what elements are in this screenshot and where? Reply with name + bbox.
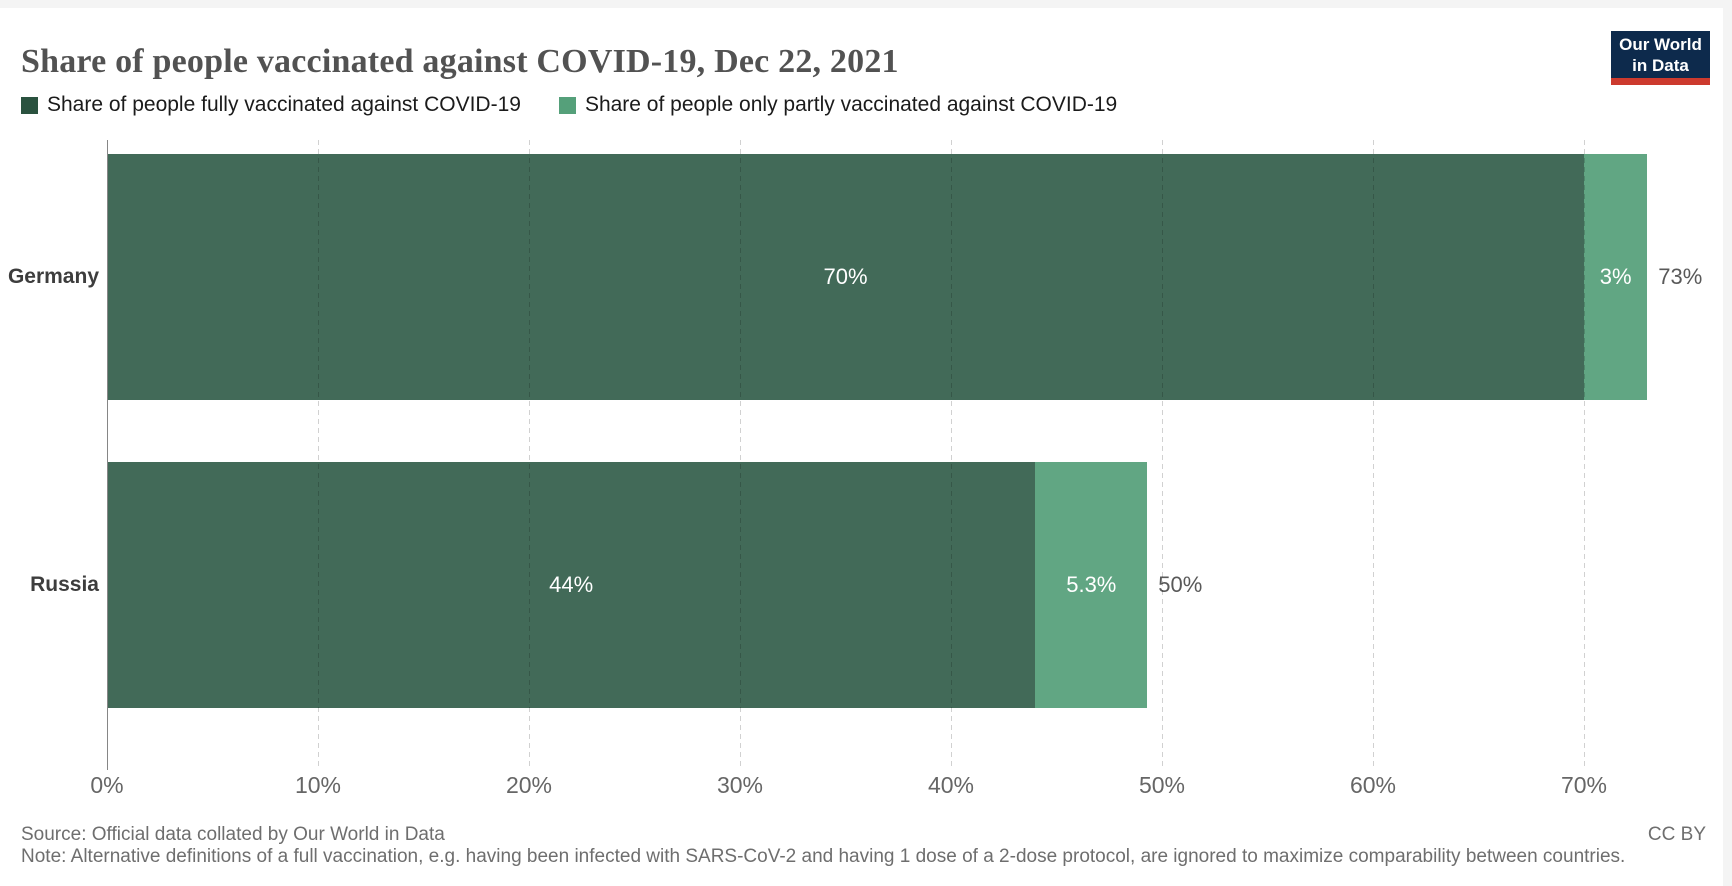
gridline (951, 140, 952, 770)
owid-logo: Our World in Data (1611, 31, 1710, 85)
note-text: Note: Alternative definitions of a full … (21, 846, 1626, 867)
chart-legend: Share of people fully vaccinated against… (21, 93, 1117, 117)
owid-logo-line2: in Data (1632, 56, 1689, 75)
bar-value-label: 5.3% (1066, 572, 1117, 597)
page-title: Share of people vaccinated against COVID… (21, 42, 899, 80)
x-tick-label: 30% (716, 772, 764, 798)
x-tick-label: 70% (1560, 772, 1608, 798)
x-tick-label: 0% (90, 772, 124, 798)
x-tick-label: 20% (505, 772, 553, 798)
legend-swatch-icon (558, 96, 576, 114)
gridline (1584, 140, 1585, 770)
bar-row: 70% 3% 73% (107, 154, 1702, 400)
bar-value-label: 3% (1599, 264, 1632, 289)
legend-swatch-icon (21, 96, 38, 114)
legend-item: Share of people only partly vaccinated a… (558, 93, 1118, 117)
y-axis-line (107, 140, 108, 770)
page-top-edge (0, 0, 1732, 8)
bar-total-label: 73% (1658, 264, 1703, 289)
scrollbar-track[interactable] (1723, 0, 1732, 886)
bar-value-label: 44% (549, 572, 594, 597)
gridline (1162, 140, 1163, 770)
x-tick-label: 40% (927, 772, 975, 798)
country-label: Germany (7, 265, 99, 288)
source-text: Source: Official data collated by Our Wo… (21, 824, 445, 845)
gridline (1373, 140, 1374, 770)
x-tick-label: 60% (1349, 772, 1397, 798)
bar-segment-fully: 44% (107, 462, 1036, 708)
legend-label: Share of people fully vaccinated against… (47, 93, 521, 116)
bar-segment-partly: 5.3% (1035, 462, 1148, 708)
license-link[interactable]: CC BY (1647, 824, 1706, 845)
bar-value-label: 70% (823, 264, 868, 289)
chart-footer: Source: Official data collated by Our Wo… (21, 824, 1625, 868)
country-label: Russia (30, 573, 99, 596)
gridline (740, 140, 741, 770)
bar-row: 44% 5.3% 50% (107, 462, 1202, 708)
x-tick-label: 50% (1138, 772, 1186, 798)
bar-total-label: 50% (1158, 572, 1203, 597)
legend-item: Share of people fully vaccinated against… (21, 93, 521, 117)
legend-label: Share of people only partly vaccinated a… (584, 93, 1118, 116)
bar-segment-partly: 3% (1584, 154, 1648, 400)
owid-logo-line1: Our World (1619, 35, 1702, 54)
gridline (318, 140, 319, 770)
x-tick-label: 10% (294, 772, 342, 798)
bar-segment-fully: 70% (107, 154, 1584, 400)
gridline (529, 140, 530, 770)
